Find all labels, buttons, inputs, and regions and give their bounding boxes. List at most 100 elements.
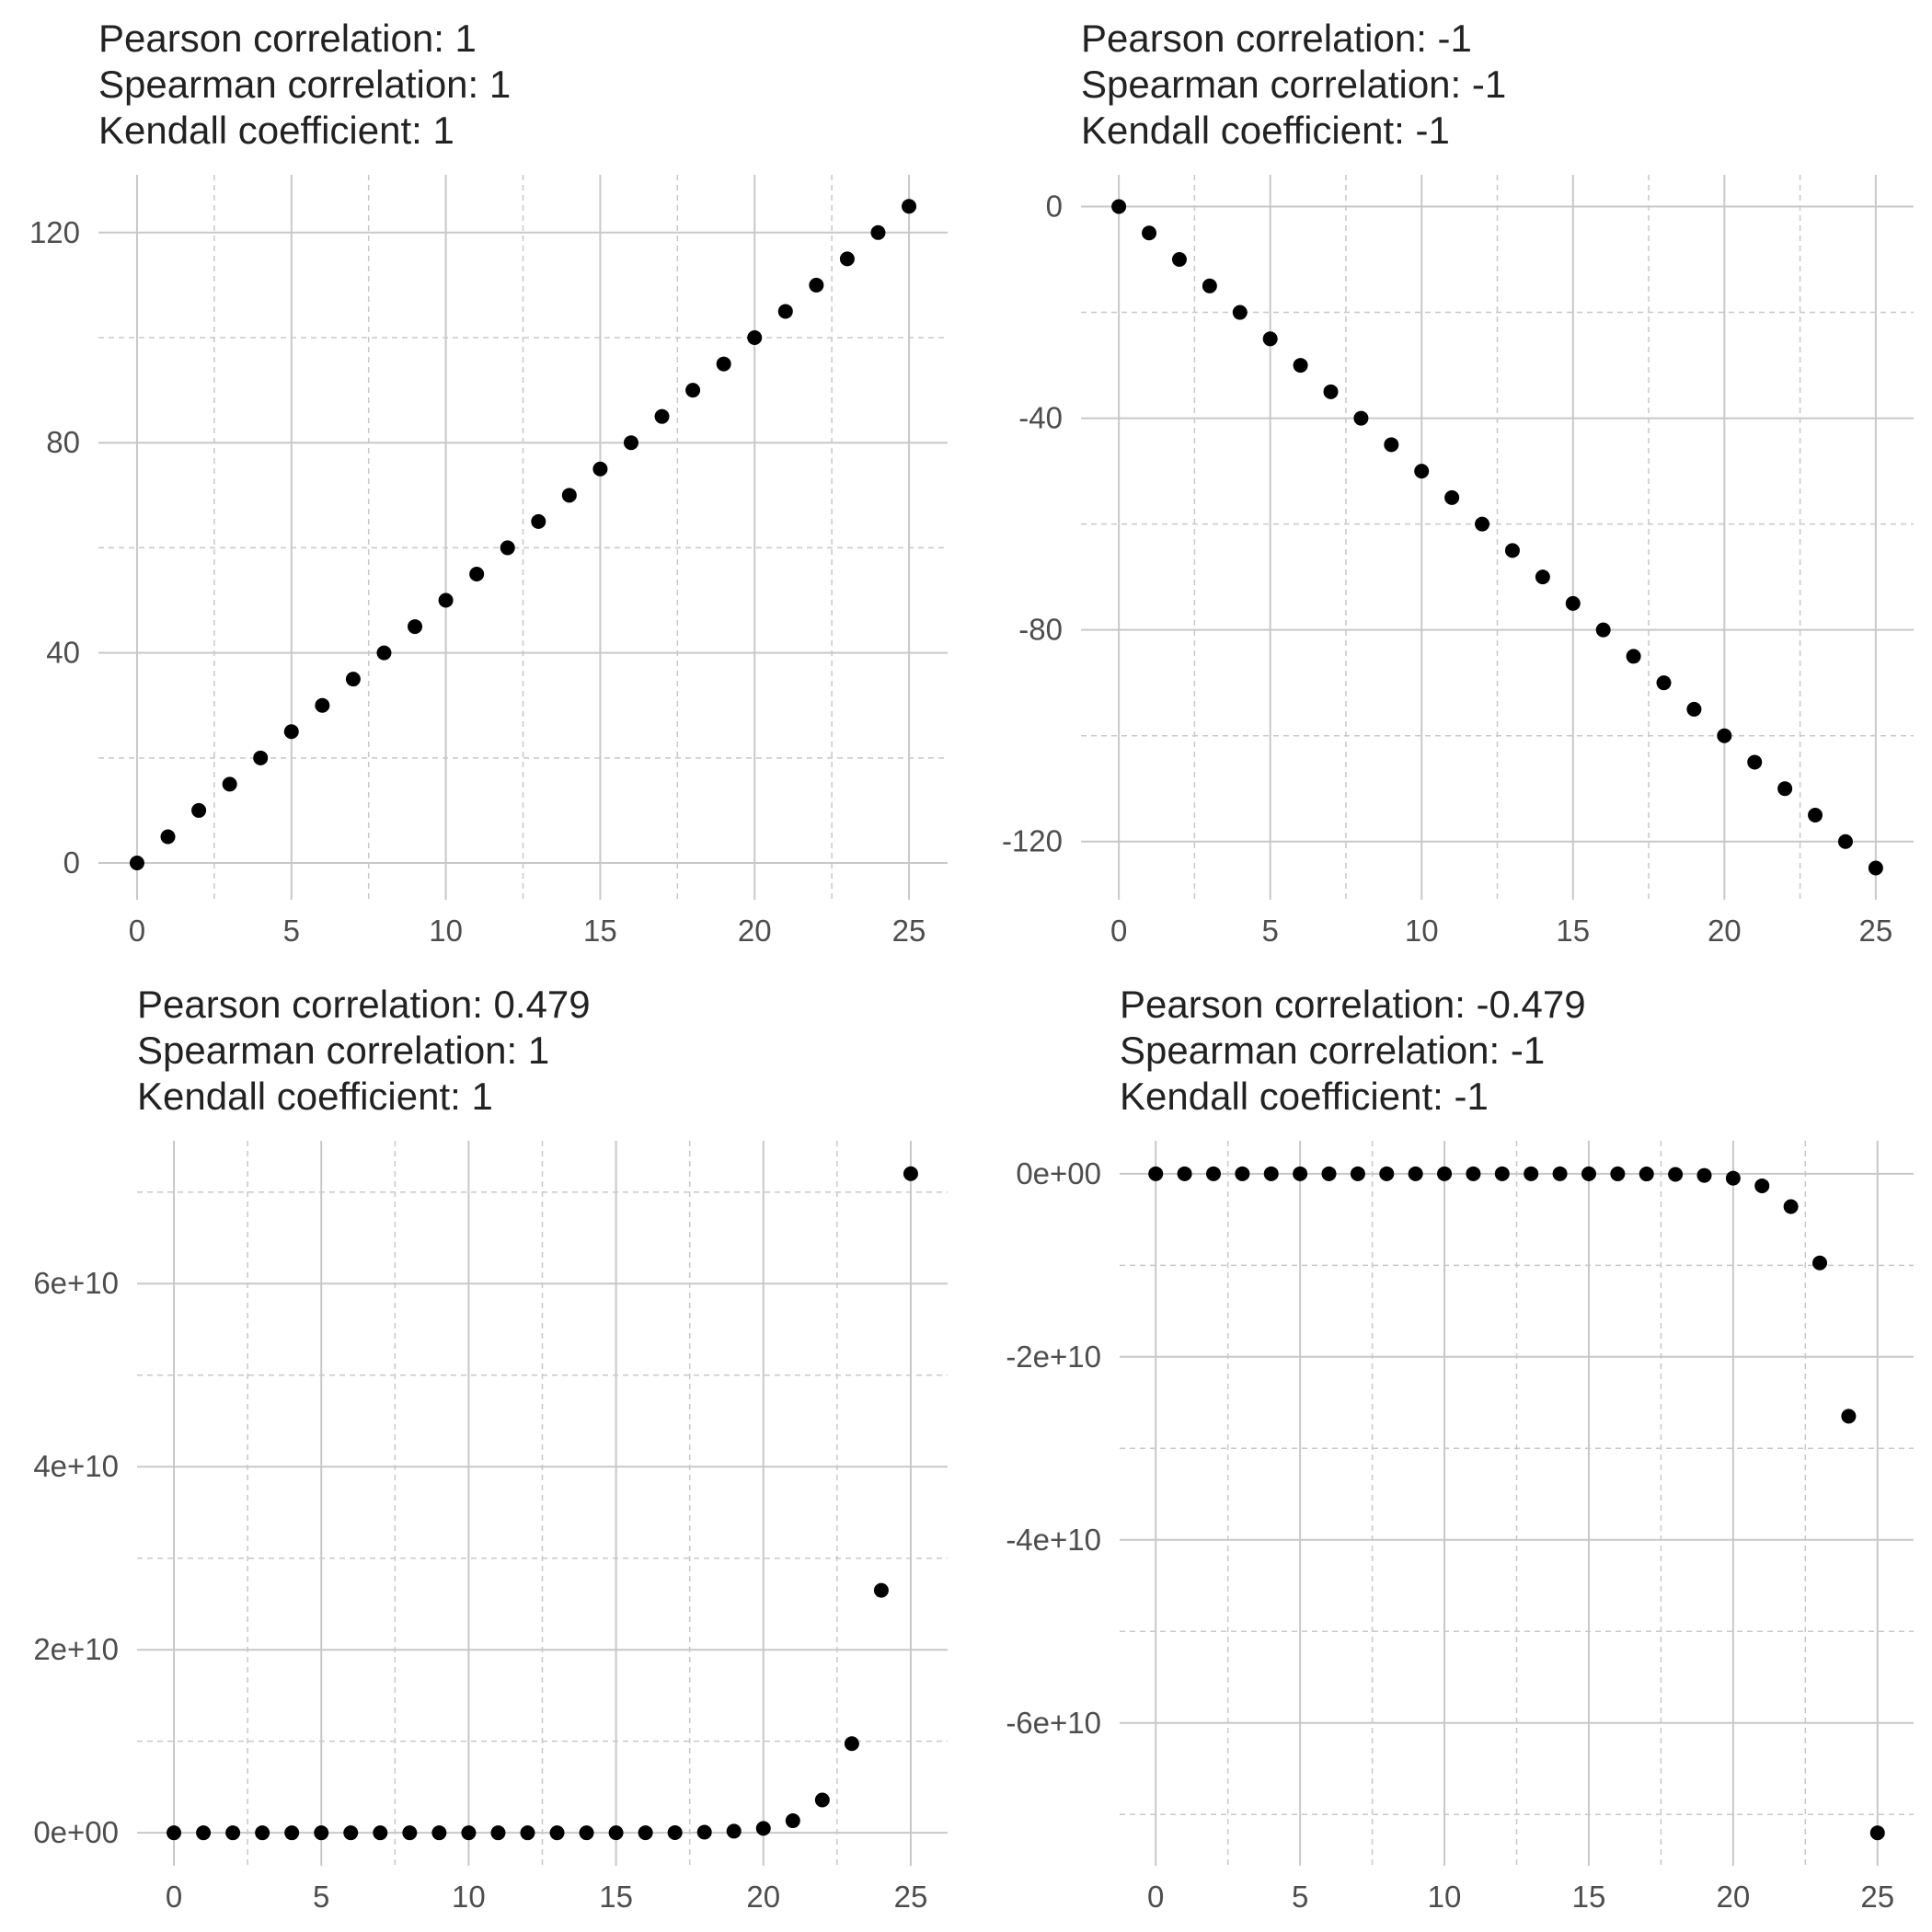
pearson-label-3: Pearson correlation: 0.479 xyxy=(137,983,591,1026)
pearson-label-4: Pearson correlation: -0.479 xyxy=(1120,983,1586,1026)
x-tick-label-4-1: 5 xyxy=(1292,1880,1308,1914)
data-point-4-15 xyxy=(1581,1166,1596,1181)
data-point-3-22 xyxy=(814,1792,830,1808)
data-point-3-13 xyxy=(549,1825,565,1841)
data-point-2-24 xyxy=(1837,834,1853,849)
data-point-1-1 xyxy=(160,829,176,845)
chart-panel-1: Pearson correlation: 1 Spearman correlat… xyxy=(0,0,966,966)
data-point-1-7 xyxy=(345,672,361,687)
data-point-3-16 xyxy=(638,1825,653,1841)
x-tick-label-2-0: 0 xyxy=(1110,914,1127,948)
data-point-3-3 xyxy=(255,1825,270,1841)
data-point-3-9 xyxy=(431,1825,447,1841)
data-point-4-18 xyxy=(1668,1167,1684,1182)
chart-title-3: Pearson correlation: 0.479 Spearman corr… xyxy=(137,982,591,1120)
data-point-1-21 xyxy=(777,304,793,319)
data-point-2-21 xyxy=(1747,754,1763,770)
y-tick-label-1-3: 120 xyxy=(29,215,80,249)
y-tick-label-3-1: 2e+10 xyxy=(33,1632,119,1666)
data-point-4-23 xyxy=(1812,1255,1828,1271)
data-point-1-6 xyxy=(315,697,330,713)
data-point-2-0 xyxy=(1111,199,1127,214)
data-point-2-7 xyxy=(1323,384,1339,399)
x-tick-label-3-5: 25 xyxy=(894,1880,928,1914)
x-tick-label-1-5: 25 xyxy=(892,914,926,948)
y-tick-label-3-0: 0e+00 xyxy=(33,1815,119,1849)
data-point-1-3 xyxy=(222,776,237,792)
x-tick-label-1-4: 20 xyxy=(738,914,772,948)
data-point-4-21 xyxy=(1754,1178,1770,1193)
data-point-3-23 xyxy=(844,1736,859,1752)
x-tick-label-4-4: 20 xyxy=(1717,1880,1751,1914)
x-tick-label-1-0: 0 xyxy=(129,914,145,948)
chart-panel-2: Pearson correlation: -1 Spearman correla… xyxy=(966,0,1932,966)
data-point-4-16 xyxy=(1610,1166,1626,1181)
data-point-2-25 xyxy=(1868,860,1883,876)
data-point-1-0 xyxy=(129,856,144,871)
data-point-3-24 xyxy=(873,1582,889,1598)
spearman-label-1: Spearman correlation: 1 xyxy=(98,63,512,106)
data-point-4-19 xyxy=(1696,1167,1712,1183)
y-tick-label-2-3: -120 xyxy=(1002,824,1063,858)
x-tick-label-1-3: 15 xyxy=(583,914,617,948)
chart-title-2: Pearson correlation: -1 Spearman correla… xyxy=(1081,16,1506,154)
x-tick-label-2-4: 20 xyxy=(1708,914,1742,948)
scatter-plot-4: 0 5 10 15 20 25 0e+00 -2e+10 -4e+10 -6e+10 xyxy=(1006,1141,1914,1914)
y-tick-label-3-2: 4e+10 xyxy=(33,1449,119,1483)
data-point-4-2 xyxy=(1205,1166,1221,1181)
data-point-4-13 xyxy=(1524,1166,1539,1181)
y-tick-label-2-2: -80 xyxy=(1018,613,1063,647)
data-point-3-2 xyxy=(225,1825,241,1841)
data-point-3-4 xyxy=(284,1825,300,1841)
data-point-1-22 xyxy=(809,277,824,293)
data-point-1-15 xyxy=(592,461,608,477)
x-tick-label-3-1: 5 xyxy=(313,1880,329,1914)
scatter-plot-2: 0 5 10 15 20 25 0 -40 -80 -120 xyxy=(1002,175,1914,948)
data-point-2-18 xyxy=(1656,675,1672,691)
spearman-label-4: Spearman correlation: -1 xyxy=(1120,1029,1546,1072)
y-tick-label-2-1: -40 xyxy=(1018,401,1063,435)
data-point-1-19 xyxy=(716,356,731,372)
data-point-1-18 xyxy=(685,383,701,398)
y-tick-label-3-3: 6e+10 xyxy=(33,1266,119,1300)
x-tick-label-1-1: 5 xyxy=(283,914,300,948)
data-point-2-1 xyxy=(1142,225,1157,241)
data-point-1-14 xyxy=(561,488,577,503)
kendall-label-3: Kendall coefficient: 1 xyxy=(137,1075,493,1118)
x-tick-label-4-5: 25 xyxy=(1860,1880,1894,1914)
scatter-plot-1: 0 5 10 15 20 25 0 40 80 120 xyxy=(29,175,948,948)
data-point-2-12 xyxy=(1475,516,1490,532)
data-point-1-20 xyxy=(747,330,763,346)
x-tick-label-3-0: 0 xyxy=(166,1880,182,1914)
data-point-2-9 xyxy=(1384,437,1399,453)
data-point-4-4 xyxy=(1263,1166,1279,1181)
data-point-1-16 xyxy=(623,435,638,451)
data-point-3-6 xyxy=(343,1825,359,1841)
x-tick-label-2-1: 5 xyxy=(1262,914,1279,948)
y-tick-label-1-1: 40 xyxy=(46,636,80,670)
data-point-3-12 xyxy=(520,1825,535,1841)
data-point-2-14 xyxy=(1535,569,1550,585)
data-point-1-8 xyxy=(376,645,392,661)
chart-panel-4: Pearson correlation: -0.479 Spearman cor… xyxy=(966,966,1932,1932)
data-point-4-1 xyxy=(1177,1166,1192,1181)
data-point-2-6 xyxy=(1293,358,1308,374)
data-point-4-9 xyxy=(1408,1166,1423,1181)
data-point-1-24 xyxy=(870,224,886,240)
data-point-2-13 xyxy=(1504,543,1520,558)
x-tick-label-4-0: 0 xyxy=(1147,1880,1164,1914)
data-point-3-1 xyxy=(196,1825,212,1841)
data-point-2-22 xyxy=(1777,781,1793,797)
data-point-2-8 xyxy=(1353,410,1369,426)
data-point-4-25 xyxy=(1869,1825,1885,1841)
x-tick-label-4-2: 10 xyxy=(1428,1880,1462,1914)
data-point-3-10 xyxy=(461,1825,477,1841)
x-tick-label-3-2: 10 xyxy=(452,1880,486,1914)
x-tick-label-2-5: 25 xyxy=(1859,914,1893,948)
data-point-2-15 xyxy=(1565,595,1581,611)
data-point-2-16 xyxy=(1595,622,1611,638)
kendall-label-2: Kendall coefficient: -1 xyxy=(1081,109,1450,152)
data-point-3-0 xyxy=(167,1825,182,1841)
spearman-label-2: Spearman correlation: -1 xyxy=(1081,63,1507,106)
x-tick-label-3-4: 20 xyxy=(746,1880,780,1914)
